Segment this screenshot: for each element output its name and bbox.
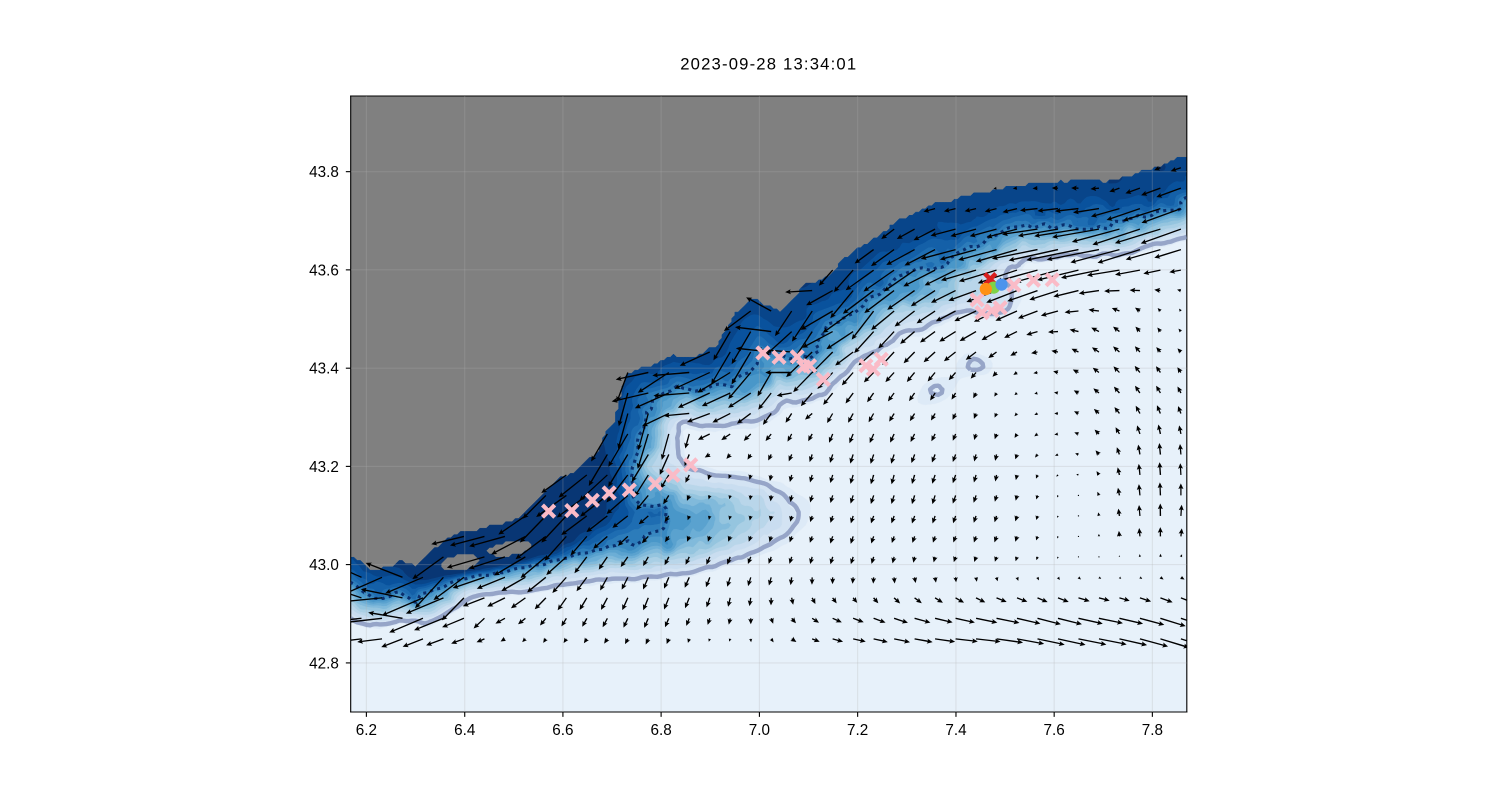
svg-text:43.6: 43.6: [309, 262, 339, 279]
svg-text:43.4: 43.4: [309, 361, 339, 378]
svg-text:7.0: 7.0: [749, 722, 770, 739]
svg-text:6.6: 6.6: [552, 722, 573, 739]
svg-text:6.2: 6.2: [356, 722, 377, 739]
svg-text:7.2: 7.2: [847, 722, 868, 739]
svg-text:43.0: 43.0: [309, 557, 339, 574]
svg-text:43.2: 43.2: [309, 459, 339, 476]
svg-text:7.6: 7.6: [1044, 722, 1065, 739]
svg-text:6.8: 6.8: [650, 722, 671, 739]
svg-text:7.4: 7.4: [945, 722, 967, 739]
svg-text:42.8: 42.8: [309, 655, 339, 672]
svg-text:6.4: 6.4: [454, 722, 476, 739]
svg-text:2023-09-28 13:34:01: 2023-09-28 13:34:01: [680, 55, 857, 74]
svg-text:7.8: 7.8: [1142, 722, 1163, 739]
svg-text:43.8: 43.8: [309, 164, 339, 181]
